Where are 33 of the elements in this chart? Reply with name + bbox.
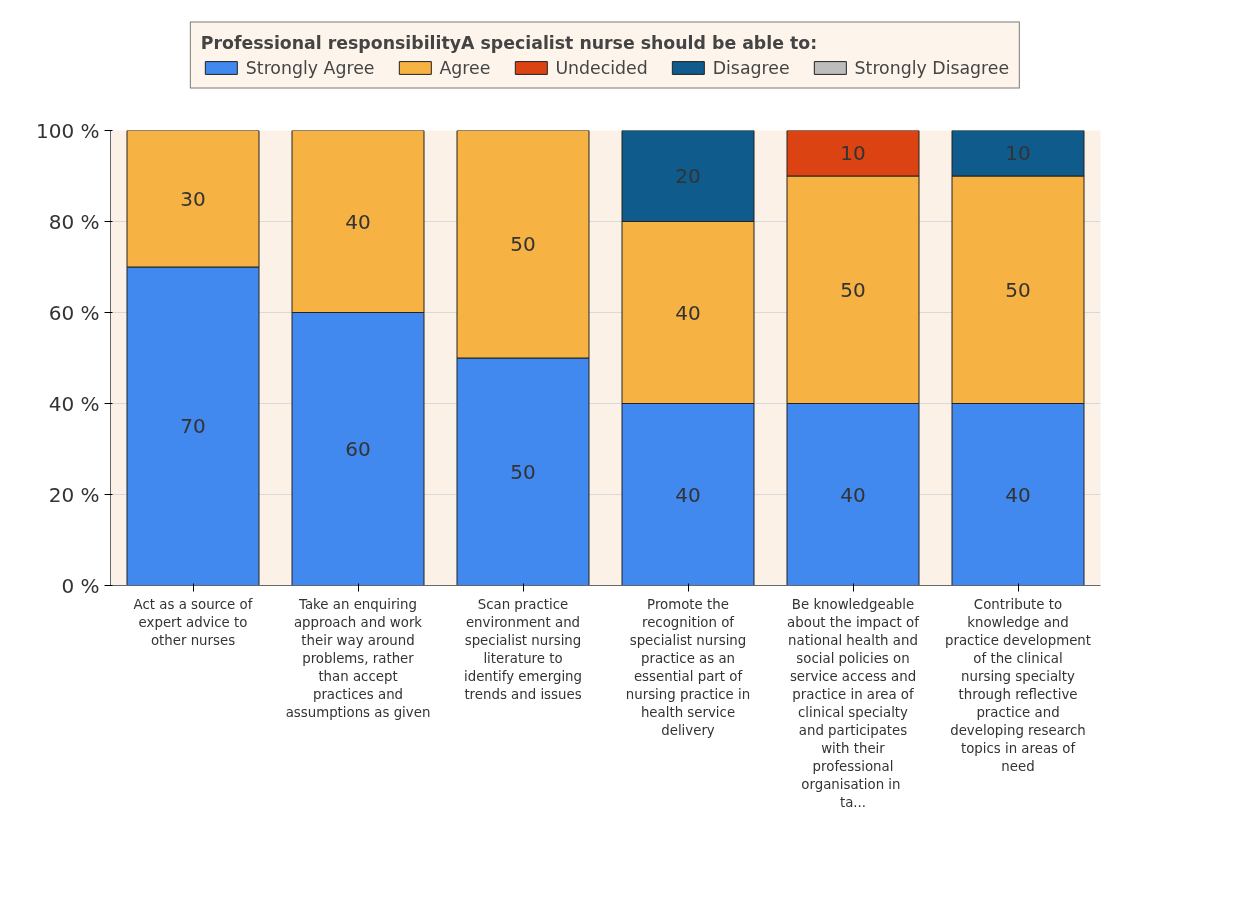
legend-label: Strongly Disagree <box>854 57 1010 78</box>
data-label: 10 <box>840 141 866 166</box>
category-label: Be knowledgeable about the impact of national health and social policies on service access and practice in area of clinical specialty and participates with their professional organisation in ta... <box>787 596 919 810</box>
data-label: 40 <box>675 482 701 507</box>
legend-label: Agree <box>439 57 491 78</box>
y-tick-label: 60 % <box>48 300 100 325</box>
data-label: 50 <box>510 232 536 257</box>
y-tick-label: 0 % <box>61 573 100 598</box>
data-label: 30 <box>180 186 206 211</box>
data-label: 20 <box>675 164 701 188</box>
legend-label: Undecided <box>555 57 648 78</box>
y-tick-label: 40 % <box>48 391 100 416</box>
legend-title: Professional responsibilityA specialist nurse should be able to: <box>200 32 819 53</box>
x-tick-label: Scan practice environment and specialist nursing literature to identify emerging trends and issues <box>463 596 583 702</box>
data-label: 50 <box>1005 277 1031 302</box>
y-tick-label: 100 % <box>35 118 100 143</box>
data-label: 40 <box>1005 482 1031 507</box>
data-label: 70 <box>180 414 206 439</box>
data-label: 60 <box>345 437 371 461</box>
x-tick-label: Take an enquiring approach and work their way around problems, rather than accept practices and assumptions as given <box>285 596 431 720</box>
data-label: 40 <box>840 482 866 507</box>
x-tick-label: Promote the recognition of specialist nursing practice as an essential part of nursing practice in health service delivery <box>625 596 751 738</box>
data-label: 40 <box>675 300 701 325</box>
data-label: 10 <box>1005 141 1031 166</box>
data-label: 50 <box>840 277 866 302</box>
y-tick-label: 80 % <box>48 209 100 234</box>
category-label: Contribute to knowledge and practice development of the clinical nursing specialty through reflective practice and developing research topics in areas of need <box>944 596 1092 774</box>
y-tick-label: 20 % <box>48 482 100 507</box>
legend-label: Strongly Agree <box>245 57 375 78</box>
data-label: 40 <box>345 209 371 234</box>
legend-label: Disagree <box>712 57 790 78</box>
data-label: 50 <box>510 459 536 484</box>
x-tick-label: Act as a source of expert advice to other nurses <box>133 596 253 648</box>
